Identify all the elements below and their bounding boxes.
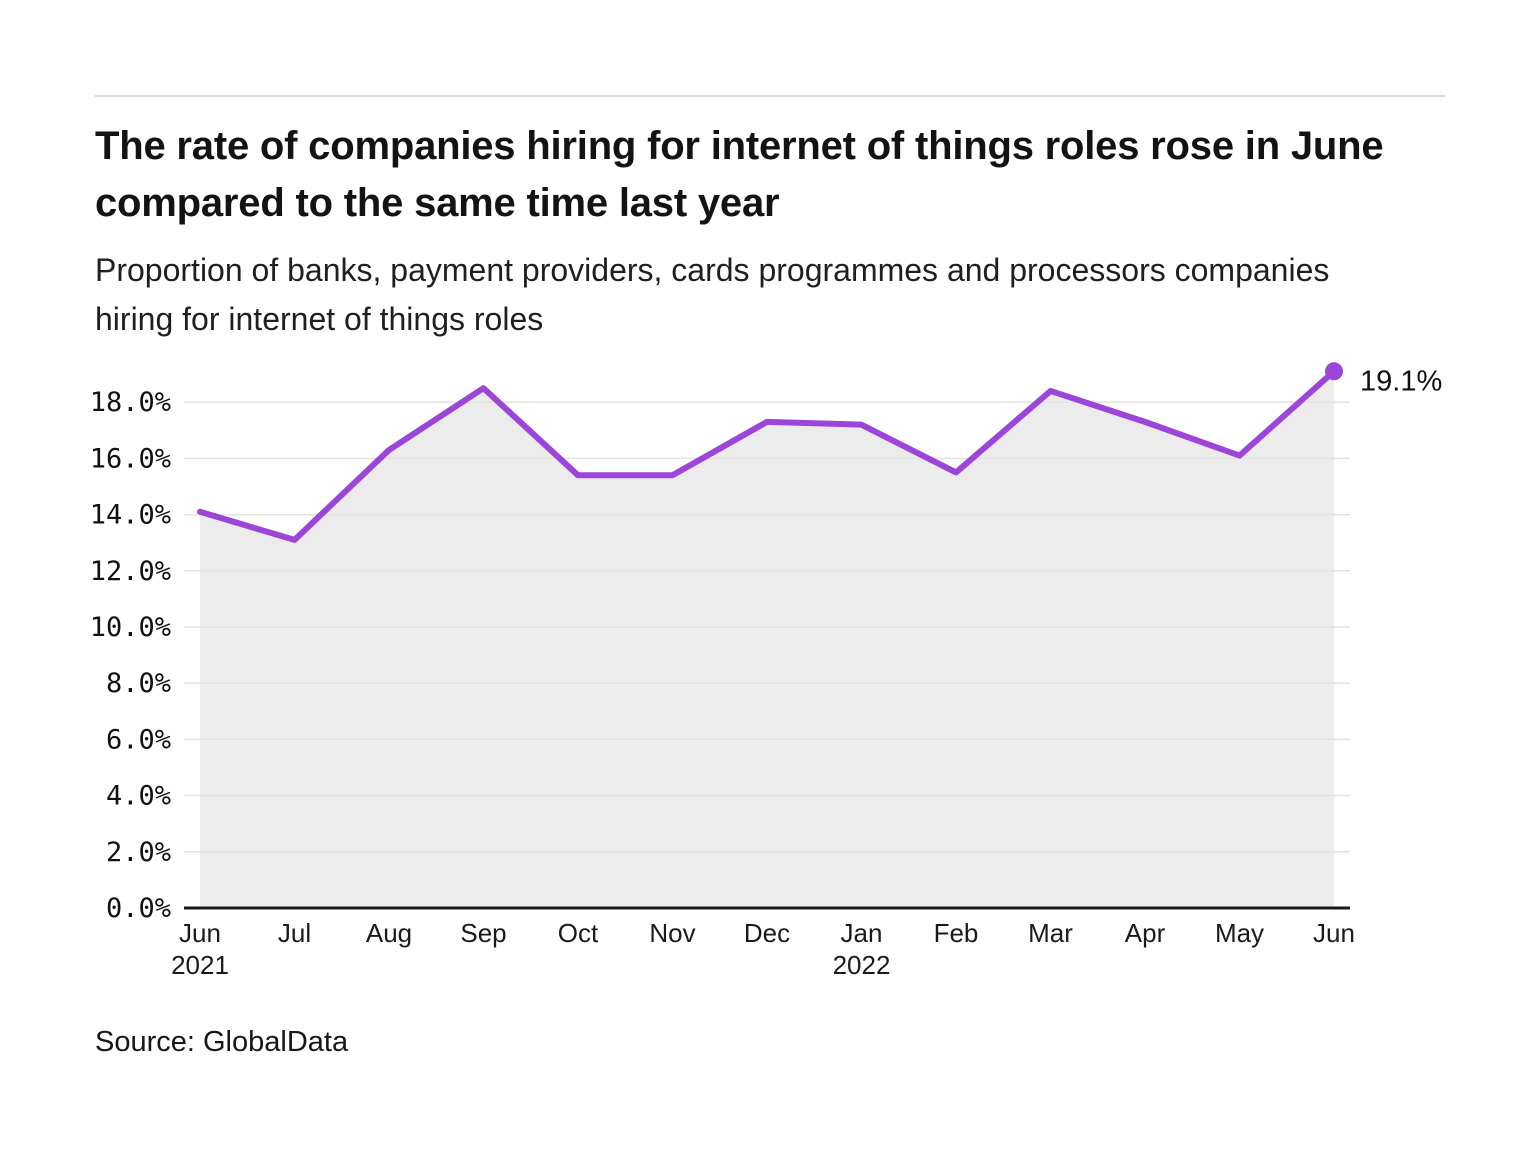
- x-tick-label: Dec: [744, 918, 790, 948]
- x-tick-year-label: 2021: [171, 950, 229, 980]
- x-tick-label: Apr: [1125, 918, 1166, 948]
- y-tick-label: 4.0%: [106, 781, 171, 812]
- x-tick-label: Jul: [278, 918, 311, 948]
- end-value-label: 19.1%: [1360, 365, 1442, 397]
- y-tick-label: 16.0%: [90, 443, 171, 474]
- x-tick-label: Mar: [1028, 918, 1073, 948]
- chart-canvas: 0.0% 2.0% 4.0% 6.0% 8.0% 10.0% 12.0% 14.0% 16.0%…: [90, 362, 1442, 980]
- x-tick-label: Jan: [841, 918, 883, 948]
- end-point-marker: [1325, 362, 1343, 381]
- trend-line: [197, 368, 1337, 543]
- x-tick-label: May: [1215, 918, 1264, 948]
- x-tick-label: Sep: [460, 918, 506, 948]
- x-tick-label: Nov: [649, 918, 695, 948]
- top-divider: [95, 95, 1445, 97]
- x-tick-year-label: 2022: [833, 950, 891, 980]
- y-tick-label: 18.0%: [90, 387, 171, 418]
- y-tick-label: 14.0%: [90, 500, 171, 531]
- iot-hiring-area-chart: 0.0% 2.0% 4.0% 6.0% 8.0% 10.0% 12.0% 14.0% 16.0%…: [0, 340, 1536, 990]
- x-tick-label: Jun: [1313, 918, 1355, 948]
- y-tick-label: 6.0%: [106, 724, 171, 755]
- source-note: Source: GlobalData: [95, 1026, 349, 1058]
- x-tick-label: Feb: [934, 918, 979, 948]
- x-tick-label: Jun: [179, 918, 221, 948]
- y-tick-label: 0.0%: [106, 893, 171, 924]
- x-tick-label: Aug: [366, 918, 412, 948]
- chart-title: The rate of companies hiring for interne…: [95, 124, 1384, 226]
- y-tick-label: 8.0%: [106, 668, 171, 699]
- y-tick-label: 2.0%: [106, 837, 171, 868]
- chart-subtitle: Proportion of banks, payment providers, …: [95, 252, 1330, 337]
- area-fill: [200, 371, 1334, 908]
- y-tick-label: 12.0%: [90, 556, 171, 587]
- x-tick-label: Oct: [558, 918, 599, 948]
- y-tick-label: 10.0%: [90, 612, 171, 643]
